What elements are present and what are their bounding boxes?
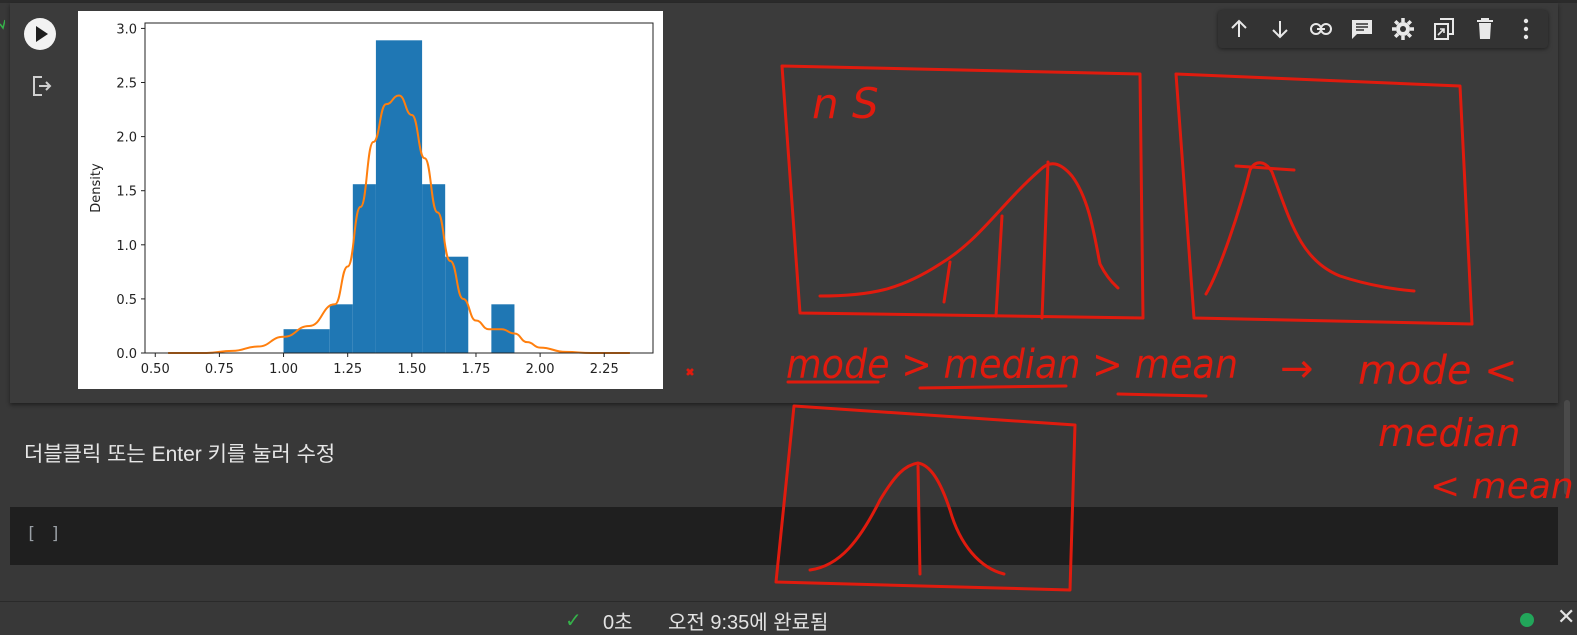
histogram-bar — [445, 256, 469, 353]
code-cell[interactable] — [10, 507, 1558, 565]
arrow-up-icon — [1230, 19, 1247, 37]
output-exit-icon[interactable] — [30, 74, 54, 98]
trash-icon — [1476, 18, 1493, 39]
status-completed: 오전 9:35에 완료됨 — [668, 612, 829, 634]
kde-series-line — [168, 94, 630, 355]
y-tick-label: 0.5 — [116, 293, 137, 308]
play-icon — [36, 26, 48, 42]
more-button[interactable] — [1505, 10, 1546, 48]
density-chart: 0.50 0.75 1.00 1.25 1.50 1.75 2.00 2.25 0.0 0.5 1… — [89, 22, 654, 377]
link-icon — [1309, 23, 1332, 35]
histogram-bar — [352, 184, 376, 353]
link-button[interactable] — [1300, 10, 1341, 48]
delete-button[interactable] — [1464, 10, 1505, 48]
status-bar — [0, 601, 1577, 631]
comment-icon — [1351, 20, 1372, 39]
move-down-button[interactable] — [1259, 10, 1300, 48]
execution-count: [ ] — [26, 524, 63, 544]
scrollbar[interactable] — [1564, 400, 1570, 495]
x-tick-label: 0.50 — [141, 362, 170, 377]
close-icon[interactable]: ✕ — [1557, 604, 1576, 629]
settings-button[interactable] — [1382, 10, 1423, 48]
mirror-cell-icon — [1433, 18, 1454, 40]
plot-frame — [144, 22, 654, 354]
histogram-figure: 0.50 0.75 1.00 1.25 1.50 1.75 2.00 2.25 0.0 0.5 1… — [78, 11, 663, 389]
y-tick-label: 3.0 — [116, 22, 137, 37]
checkmark-fragment-icon — [0, 19, 5, 30]
x-tick-label: 1.75 — [461, 362, 490, 377]
comment-button[interactable] — [1341, 10, 1382, 48]
y-axis-label: Density — [89, 163, 104, 213]
y-tick-label: 0.0 — [116, 347, 137, 362]
x-tick-label: 2.00 — [526, 362, 555, 377]
gear-icon — [1391, 18, 1414, 40]
y-tick-label: 1.5 — [116, 185, 137, 200]
markdown-cell-text[interactable]: 더블클릭 또는 Enter 키를 눌러 수정 — [24, 443, 336, 466]
mirror-cell-button[interactable] — [1423, 10, 1464, 48]
run-cell-button[interactable] — [24, 18, 56, 50]
arrow-down-icon — [1271, 21, 1288, 39]
x-tick-label: 0.75 — [205, 362, 234, 377]
histogram-bar — [375, 40, 423, 354]
x-tick-label: 1.00 — [269, 362, 298, 377]
status-duration: 0초 — [603, 612, 633, 634]
histogram-bar — [329, 304, 353, 353]
top-border — [0, 0, 1577, 3]
histogram-bar — [422, 184, 446, 353]
x-tick-label: 1.50 — [397, 362, 426, 377]
more-vert-icon — [1523, 18, 1528, 40]
check-icon: ✓ — [565, 610, 582, 632]
cell-toolbar — [1218, 10, 1548, 48]
y-tick-label: 1.0 — [116, 239, 137, 254]
move-up-button[interactable] — [1218, 10, 1259, 48]
x-tick-label: 1.25 — [333, 362, 362, 377]
annotation-label-right-2: median — [1378, 411, 1520, 455]
annotation-label-right-3: < mean — [1430, 466, 1574, 507]
connection-status-dot — [1520, 613, 1534, 627]
histogram-bar — [283, 329, 330, 353]
y-tick-label: 2.5 — [116, 77, 137, 92]
y-tick-label: 2.0 — [116, 131, 137, 146]
x-tick-label: 2.25 — [590, 362, 619, 377]
